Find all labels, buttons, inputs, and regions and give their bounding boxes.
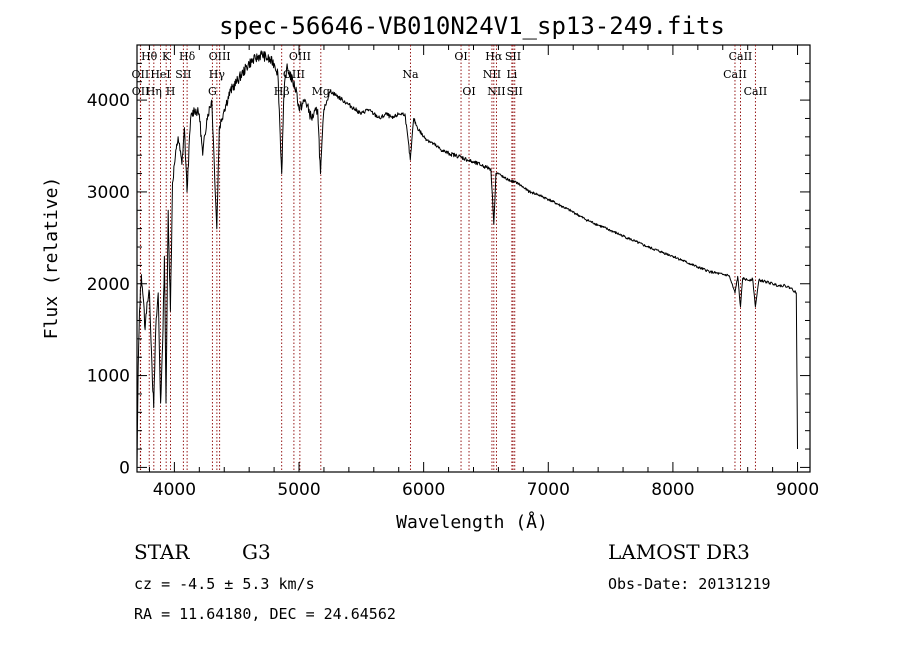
x-tick-label: 8000 bbox=[651, 480, 694, 500]
spectrum-series bbox=[136, 50, 798, 468]
spectral-line-label: OIII bbox=[209, 50, 231, 63]
plot-border bbox=[136, 44, 811, 473]
x-tick-label: 4000 bbox=[153, 480, 196, 500]
spectral-line-label: OII bbox=[132, 68, 150, 81]
spectral-line-label: CaII bbox=[723, 68, 747, 81]
spectral-line-label: NII bbox=[483, 68, 501, 81]
observation-date: Obs-Date: 20131219 bbox=[608, 575, 771, 593]
y-tick-label: 2000 bbox=[87, 275, 130, 295]
spectral-line-label: OII bbox=[132, 85, 150, 98]
x-tick-label: 9000 bbox=[776, 480, 819, 500]
spectral-line-label: HeI bbox=[150, 68, 170, 81]
spectral-line-label: G bbox=[208, 85, 217, 98]
spectrum-line bbox=[136, 50, 798, 468]
spectral-line-label: Hθ bbox=[141, 50, 158, 63]
spectral-line-label: OI bbox=[454, 50, 467, 63]
spectral-line-label: Li bbox=[506, 68, 517, 81]
x-tick-label: 5000 bbox=[277, 480, 320, 500]
coordinates: RA = 11.64180, DEC = 24.64562 bbox=[134, 605, 396, 623]
spectral-line-label: OIII bbox=[289, 50, 311, 63]
axis-ticks: 4000 5000 6000 7000 8000 9000 0 1000 2000 3000 400… bbox=[87, 44, 819, 500]
y-tick-label: 1000 bbox=[87, 367, 130, 387]
spectral-line-label: SII bbox=[507, 85, 523, 98]
spectral-line-label: Mg bbox=[312, 85, 330, 98]
object-class: STAR bbox=[134, 540, 190, 564]
spectral-line-label: Hδ bbox=[179, 50, 196, 63]
spectral-line-label: Hβ bbox=[274, 85, 290, 98]
spectral-line-label: CaII bbox=[744, 85, 768, 98]
redshift-value: cz = -4.5 ± 5.3 km/s bbox=[134, 575, 315, 593]
spectral-line-label: Hγ bbox=[209, 68, 226, 81]
x-axis-label: Wavelength (Å) bbox=[396, 511, 548, 533]
y-axis-label: Flux (relative) bbox=[41, 177, 62, 340]
spectral-line-label: NII bbox=[487, 85, 505, 98]
spectral-line-label: H bbox=[166, 85, 176, 98]
survey-name: LAMOST DR3 bbox=[608, 540, 750, 564]
spectral-line-label: Hη bbox=[146, 85, 162, 98]
spectral-line-markers bbox=[139, 45, 756, 472]
chart-title: spec-56646-VB010N24V1_sp13-249.fits bbox=[219, 12, 725, 40]
object-subclass: G3 bbox=[242, 540, 271, 564]
x-tick-label: 6000 bbox=[402, 480, 445, 500]
spectral-line-label: SII bbox=[505, 50, 521, 63]
spectral-line-label: SII bbox=[175, 68, 191, 81]
spectral-line-label: CaII bbox=[729, 50, 753, 63]
spectral-line-label: Na bbox=[402, 68, 419, 81]
y-tick-label: 4000 bbox=[87, 91, 130, 111]
spectral-line-label: Hα bbox=[485, 50, 503, 63]
x-tick-label: 7000 bbox=[527, 480, 570, 500]
y-tick-label: 0 bbox=[119, 458, 130, 478]
plot-frame bbox=[136, 44, 811, 473]
y-tick-label: 3000 bbox=[87, 183, 130, 203]
spectral-line-label: OI bbox=[462, 85, 475, 98]
spectral-line-label: K bbox=[162, 50, 171, 63]
